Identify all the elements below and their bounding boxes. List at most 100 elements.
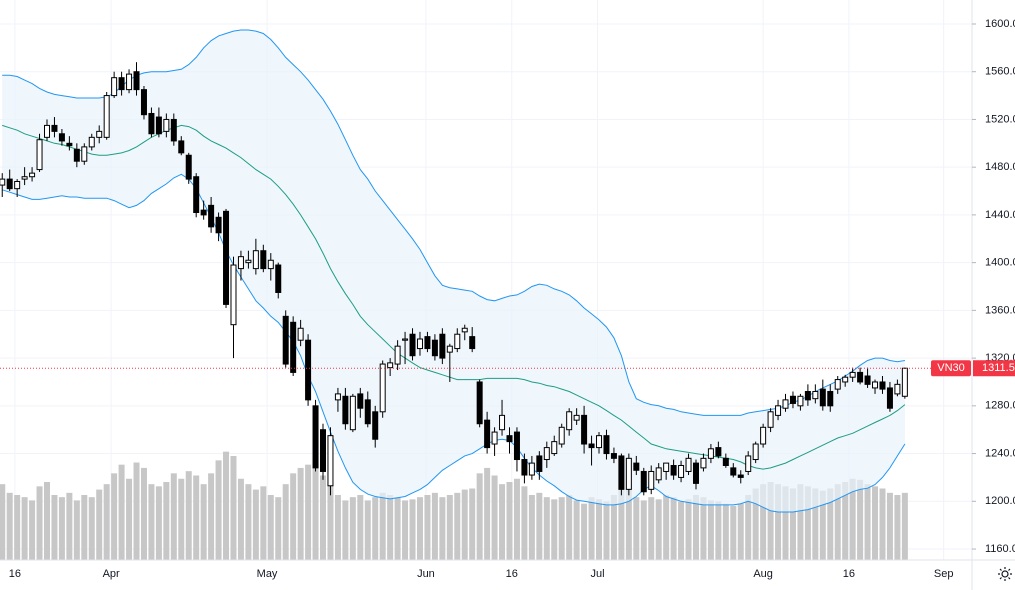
- candle-body: [387, 362, 394, 369]
- volume-bar: [357, 495, 364, 560]
- candle-body: [521, 459, 528, 476]
- candle-body: [722, 457, 729, 466]
- volume-bar: [163, 482, 170, 560]
- candle-body: [752, 443, 759, 461]
- volume-bar: [685, 499, 692, 560]
- candle-body: [610, 453, 617, 459]
- candle-body: [364, 399, 371, 425]
- volume-bar: [864, 484, 871, 560]
- settings-icon[interactable]: [998, 567, 1012, 581]
- candle-body: [133, 71, 140, 91]
- volume-bar: [610, 495, 617, 560]
- candle-body: [379, 363, 386, 413]
- volume-bar: [372, 497, 379, 560]
- volume-bar: [678, 501, 685, 560]
- candle-body: [864, 375, 871, 385]
- last-price-badge: [973, 360, 1015, 377]
- candle-body: [685, 457, 692, 472]
- volume-bar: [148, 484, 155, 560]
- last-price-label: 1311.5: [982, 362, 1015, 374]
- candle-body: [51, 124, 58, 132]
- candle-body: [812, 391, 819, 400]
- volume-bar: [625, 484, 632, 560]
- candle-body: [700, 457, 707, 469]
- candle-body: [730, 467, 737, 476]
- candle-body: [499, 414, 506, 431]
- candle-body: [439, 333, 446, 359]
- volume-bar: [0, 484, 6, 560]
- candle-body: [655, 467, 662, 481]
- candle-body: [506, 435, 513, 443]
- volume-bar: [648, 497, 655, 560]
- volume-bar: [111, 473, 118, 560]
- candle-body: [513, 431, 520, 461]
- volume-bar: [730, 505, 737, 560]
- candle-body: [58, 133, 65, 142]
- candle-body: [245, 259, 252, 264]
- candle-body: [103, 95, 110, 138]
- band-fill: [2, 30, 905, 512]
- volume-bar: [849, 478, 856, 560]
- volume-bar: [43, 482, 50, 560]
- volume-bar: [842, 482, 849, 560]
- volume-bar: [260, 486, 267, 560]
- volume-bar: [558, 497, 565, 560]
- candle-body: [200, 209, 207, 216]
- volume-bar: [469, 488, 476, 560]
- candle-body: [357, 393, 364, 409]
- candle-body: [409, 333, 416, 357]
- candle-body: [775, 405, 782, 416]
- candle-body: [0, 178, 6, 186]
- band-middle: [2, 124, 906, 470]
- candle-body: [237, 256, 244, 270]
- volume-bar: [312, 462, 319, 560]
- volume-bar: [767, 482, 774, 560]
- y-tick-label: 1440.0: [985, 209, 1015, 221]
- volume-bar: [342, 500, 349, 560]
- candle-body: [543, 447, 550, 461]
- volume-bar: [267, 495, 274, 560]
- candle-body: [260, 250, 267, 270]
- volume-bar: [804, 486, 811, 560]
- volume-bar: [431, 492, 438, 560]
- volume-bar: [193, 475, 200, 560]
- candle-body: [223, 210, 230, 305]
- volume-bar: [409, 499, 416, 560]
- volume-bar: [745, 495, 752, 560]
- candle-body: [394, 345, 401, 365]
- y-tick-label: 1200.0: [985, 495, 1015, 507]
- volume-bar: [454, 492, 461, 560]
- volume-bar: [200, 484, 207, 560]
- volume-bar: [461, 489, 468, 560]
- candle-body: [178, 140, 185, 154]
- candle-body: [842, 376, 849, 383]
- candle-body: [789, 395, 796, 404]
- volume-bar: [618, 489, 625, 560]
- candle-body: [857, 371, 864, 383]
- candle-body: [804, 391, 811, 401]
- candle-body: [342, 395, 349, 425]
- candle-body: [640, 470, 647, 493]
- candle-body: [297, 327, 304, 341]
- volume-bar: [737, 503, 744, 560]
- volume-bar: [901, 492, 908, 560]
- candle-body: [215, 216, 222, 234]
- candle-body: [21, 176, 28, 180]
- candle-body: [819, 388, 826, 407]
- candle-body: [879, 381, 886, 390]
- band-upper: [2, 29, 905, 416]
- candle-body: [193, 176, 200, 214]
- candle-body: [416, 338, 423, 350]
- candle-body: [334, 393, 341, 401]
- y-tick-label: 1520.0: [985, 113, 1015, 125]
- volume-bar: [402, 500, 409, 560]
- volume-bar: [126, 478, 133, 560]
- candle-body: [372, 411, 379, 440]
- candle-body: [849, 371, 856, 378]
- candle-body: [140, 89, 147, 116]
- volume-bar: [670, 497, 677, 560]
- candle-body: [886, 387, 893, 409]
- x-tick-label: 16: [843, 568, 855, 580]
- volume-bar: [118, 464, 125, 560]
